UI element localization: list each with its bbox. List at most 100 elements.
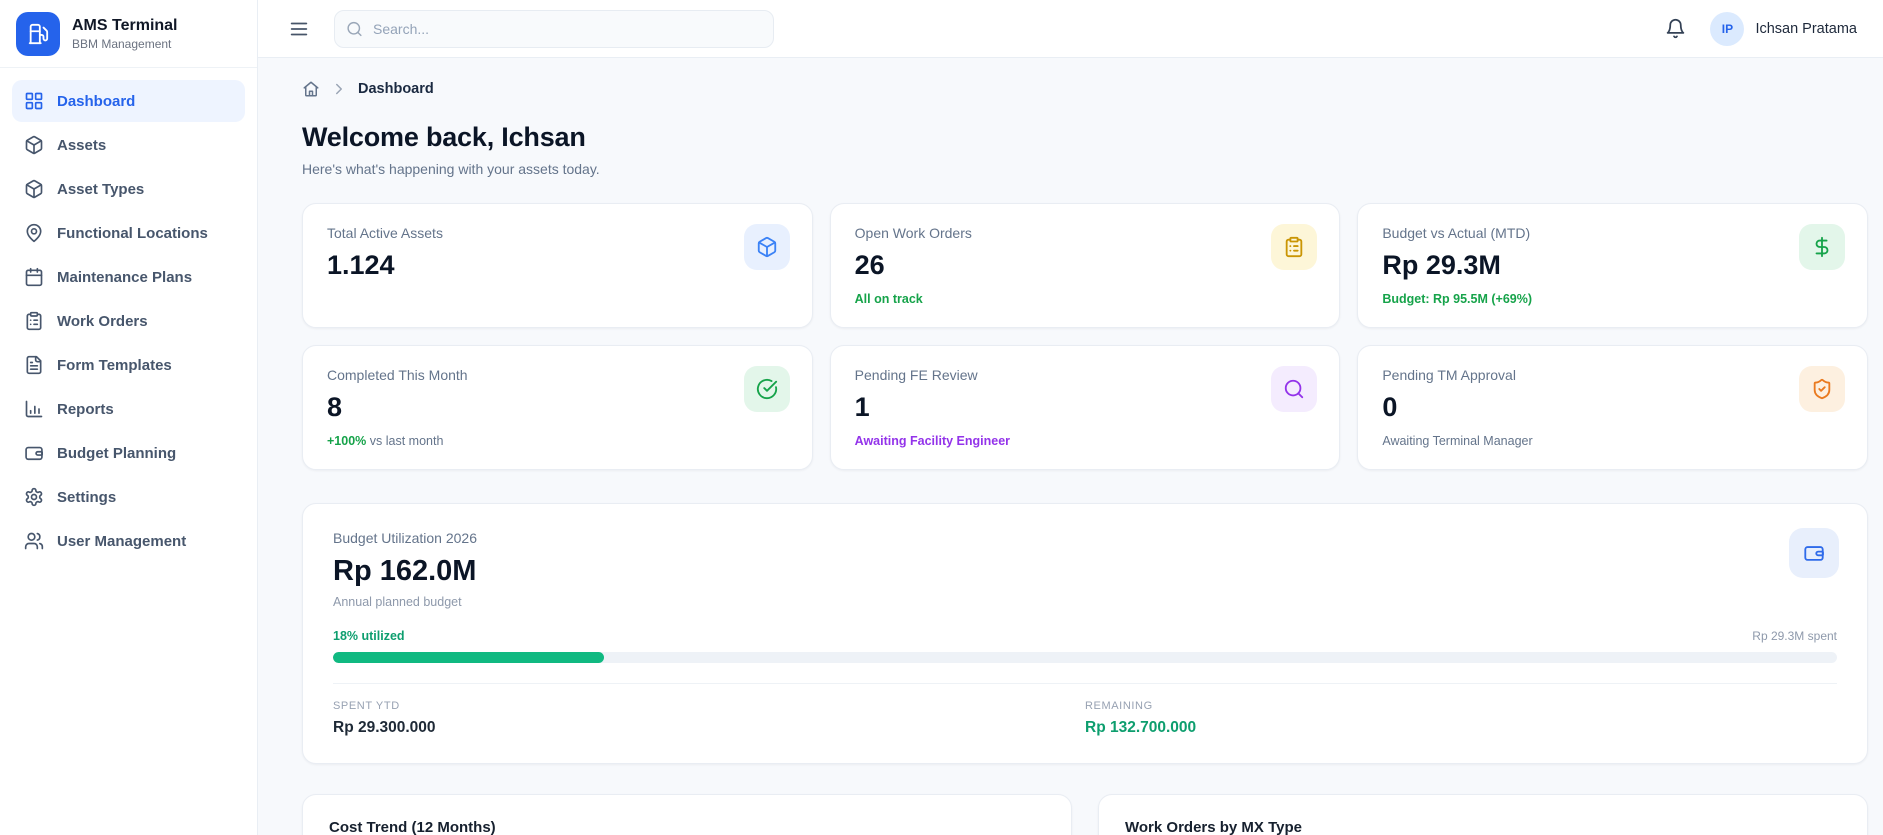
- chevron-right-icon: [330, 80, 348, 98]
- search: [334, 9, 774, 48]
- wallet-icon: [1789, 528, 1839, 578]
- stat-subtext: All on track: [854, 292, 923, 306]
- budget-progress-fill: [333, 652, 604, 663]
- page-subtitle: Here's what's happening with your assets…: [302, 161, 600, 177]
- bar-chart-icon: [24, 399, 44, 419]
- app-subtitle: BBM Management: [72, 37, 172, 52]
- fuel-pump-logo-icon: [16, 11, 60, 56]
- sidebar-item-maintenance-plans[interactable]: Maintenance Plans: [12, 256, 245, 298]
- stat-value: 8: [327, 392, 343, 422]
- sidebar-item-label: Work Orders: [57, 312, 148, 330]
- bell-icon[interactable]: [1665, 18, 1686, 39]
- sidebar-item-reports[interactable]: Reports: [12, 388, 245, 430]
- sidebar-item-work-orders[interactable]: Work Orders: [12, 300, 245, 342]
- sidebar-item-label: Budget Planning: [57, 444, 177, 462]
- stat-subtext: Awaiting Terminal Manager: [1382, 434, 1533, 448]
- cost-trend-card: Cost Trend (12 Months) Budget vs Actual …: [302, 794, 1072, 835]
- stat-label: Pending FE Review: [854, 367, 978, 383]
- chart-title: Cost Trend (12 Months): [329, 819, 496, 835]
- calendar-icon: [24, 267, 44, 287]
- main-area: IP Ichsan Pratama Dashboard Welcome ba: [258, 0, 1883, 835]
- stat-label: Completed This Month: [327, 367, 468, 383]
- page-content: Dashboard Welcome back, Ichsan Here's wh…: [258, 58, 1883, 835]
- avatar: IP: [1710, 11, 1745, 46]
- stat-card-completed-this-month: Completed This Month 8 +100% vs last month: [302, 345, 813, 470]
- stat-value: Rp 29.3M: [1382, 250, 1501, 280]
- mx-type-card: Work Orders by MX Type Monthly distribut…: [1098, 794, 1868, 835]
- sidebar-item-dashboard[interactable]: Dashboard: [12, 80, 245, 122]
- stat-label: Open Work Orders: [854, 225, 972, 241]
- stat-label: Total Active Assets: [327, 225, 443, 241]
- spent-ytd-value: Rp 29.300.000: [333, 719, 436, 736]
- sidebar-item-settings[interactable]: Settings: [12, 476, 245, 518]
- sidebar-item-label: Dashboard: [57, 92, 136, 110]
- sidebar-item-assets[interactable]: Assets: [12, 124, 245, 166]
- package-icon: [24, 179, 44, 199]
- breadcrumb-current: Dashboard: [358, 81, 434, 97]
- stat-value: 1: [854, 392, 870, 422]
- sidebar-item-label: Maintenance Plans: [57, 268, 193, 286]
- sidebar-item-budget-planning[interactable]: Budget Planning: [12, 432, 245, 474]
- stats-grid: Total Active Assets 1.124 Open Work Orders…: [302, 203, 1868, 470]
- remaining: REMAINING Rp 132.700.000: [1085, 700, 1837, 737]
- budget-subtitle: Annual planned budget: [333, 595, 462, 609]
- map-pin-icon: [24, 223, 44, 243]
- sidebar-item-label: Assets: [57, 136, 107, 154]
- user-name: Ichsan Pratama: [1755, 20, 1857, 37]
- stat-label: Budget vs Actual (MTD): [1382, 225, 1531, 241]
- charts-row: Cost Trend (12 Months) Budget vs Actual …: [302, 794, 1868, 835]
- budget-utilization-card: Budget Utilization 2026 Rp 162.0M Annual…: [302, 503, 1868, 764]
- package-icon: [24, 135, 44, 155]
- search-icon: [346, 20, 363, 37]
- users-icon: [24, 531, 44, 551]
- dollar-sign-icon: [1798, 224, 1845, 270]
- sidebar: AMS Terminal BBM Management Dashboard Ass…: [0, 0, 258, 835]
- app-title: AMS Terminal: [72, 16, 178, 34]
- sidebar-item-label: User Management: [57, 532, 187, 550]
- sidebar-item-label: Settings: [57, 488, 117, 506]
- remaining-label: REMAINING: [1085, 700, 1153, 712]
- stat-card-total-active-assets: Total Active Assets 1.124: [302, 203, 813, 328]
- stat-subtext: +100% vs last month: [327, 434, 444, 448]
- stat-card-pending-tm-approval: Pending TM Approval 0 Awaiting Terminal Ma…: [1357, 345, 1868, 470]
- budget-progress-bar: [333, 652, 1837, 663]
- shield-check-icon: [1798, 366, 1845, 412]
- clipboard-list-icon: [1271, 224, 1318, 270]
- page-title: Welcome back, Ichsan: [302, 122, 586, 152]
- budget-value: Rp 162.0M: [333, 555, 477, 587]
- sidebar-nav: Dashboard Assets Asset Types Functional Loc…: [0, 68, 257, 576]
- package-icon: [743, 224, 790, 270]
- spent-ytd: SPENT YTD Rp 29.300.000: [333, 700, 1085, 737]
- sidebar-item-functional-locations[interactable]: Functional Locations: [12, 212, 245, 254]
- search-icon: [1271, 366, 1318, 412]
- menu-icon[interactable]: [288, 18, 310, 40]
- topbar: IP Ichsan Pratama: [258, 0, 1883, 58]
- spent-ytd-label: SPENT YTD: [333, 700, 400, 712]
- wallet-icon: [24, 443, 44, 463]
- stat-card-budget-vs-actual-mtd-: Budget vs Actual (MTD) Rp 29.3M Budget: Rp…: [1357, 203, 1868, 328]
- search-input[interactable]: [334, 9, 774, 48]
- stat-value: 26: [854, 250, 885, 280]
- stat-card-pending-fe-review: Pending FE Review 1 Awaiting Facility Engi…: [829, 345, 1341, 470]
- home-icon[interactable]: [302, 80, 320, 98]
- stat-value: 0: [1382, 392, 1398, 422]
- file-text-icon: [24, 355, 44, 375]
- settings-icon: [24, 487, 44, 507]
- stat-subtext: Budget: Rp 95.5M (+69%): [1382, 292, 1533, 306]
- sidebar-item-label: Form Templates: [57, 356, 172, 374]
- sidebar-item-asset-types[interactable]: Asset Types: [12, 168, 245, 210]
- stat-label: Pending TM Approval: [1382, 367, 1516, 383]
- clipboard-list-icon: [24, 311, 44, 331]
- utilized-label: 18% utilized: [333, 629, 405, 643]
- sidebar-item-form-templates[interactable]: Form Templates: [12, 344, 245, 386]
- spent-note: Rp 29.3M spent: [1752, 629, 1837, 643]
- user-menu[interactable]: IP Ichsan Pratama: [1710, 11, 1857, 46]
- sidebar-item-user-management[interactable]: User Management: [12, 520, 245, 562]
- stat-subtext: Awaiting Facility Engineer: [854, 434, 1011, 448]
- stat-card-open-work-orders: Open Work Orders 26 All on track: [829, 203, 1341, 328]
- budget-title: Budget Utilization 2026: [333, 530, 477, 546]
- remaining-value: Rp 132.700.000: [1085, 719, 1197, 736]
- breadcrumb: Dashboard: [302, 80, 1868, 98]
- stat-value: 1.124: [327, 250, 395, 280]
